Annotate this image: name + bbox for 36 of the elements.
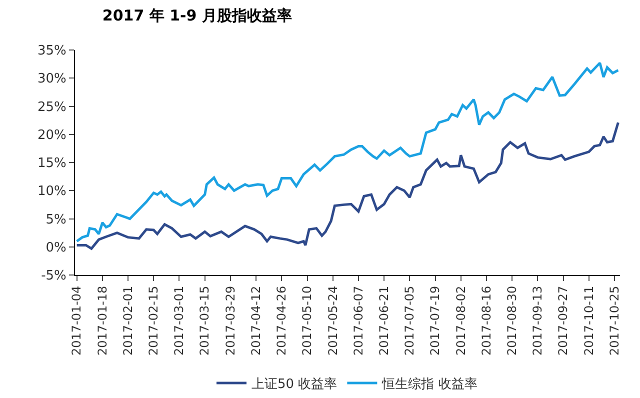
x-tick-label: 2017-08-30: [505, 286, 519, 356]
line-series: [76, 121, 620, 250]
x-tick-label: 2017-09-27: [556, 286, 570, 356]
y-tick-label: 10%: [37, 184, 66, 200]
x-tick-label: 2017-05-24: [326, 286, 340, 356]
y-tick-label: 5%: [46, 212, 66, 228]
x-tick-label: 2017-10-11: [582, 286, 596, 356]
x-tick-label: 2017-08-02: [454, 286, 468, 356]
x-tick-label: 2017-02-15: [146, 286, 161, 356]
y-tick-label: 35%: [37, 44, 66, 59]
x-tick-label: 2017-01-04: [70, 286, 84, 356]
y-tick-label: 25%: [37, 100, 66, 115]
x-tick-label: 2017-04-12: [248, 286, 263, 356]
x-tick-label: 2017-06-07: [351, 286, 366, 356]
x-tick-label: 2017-07-19: [428, 286, 442, 356]
y-tick-label: 20%: [37, 128, 66, 143]
x-tick-label: 2017-01-18: [95, 286, 110, 356]
x-tick-label: 2017-10-25: [607, 286, 622, 356]
y-tick-label: 30%: [37, 72, 66, 87]
x-tick-label: 2017-09-13: [530, 286, 545, 356]
legend-label: 恒生综指 收益率: [381, 376, 478, 392]
line-series: [76, 62, 620, 242]
x-tick-label: 2017-08-16: [479, 286, 494, 356]
legend-label: 上证50 收益率: [252, 376, 338, 392]
x-tick-label: 2017-04-26: [274, 286, 289, 356]
x-tick-label: 2017-06-21: [376, 286, 391, 356]
x-tick-label: 2017-07-05: [402, 286, 417, 356]
x-tick-label: 2017-02-01: [120, 286, 135, 356]
x-tick-label: 2017-03-29: [223, 286, 238, 356]
x-tick-label: 2017-05-10: [300, 286, 314, 356]
y-tick-label: 0%: [46, 240, 66, 256]
chart-title: 2017 年 1-9 月股指收益率: [102, 6, 292, 24]
x-tick-label: 2017-03-01: [172, 286, 186, 356]
x-tick-label: 2017-03-15: [198, 286, 212, 356]
y-tick-label: 15%: [37, 156, 66, 172]
y-tick-label: -5%: [41, 268, 66, 284]
